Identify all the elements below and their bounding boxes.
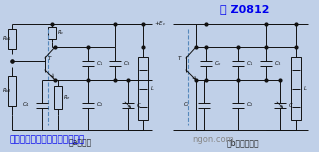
Text: $C_3$: $C_3$ <box>123 59 131 68</box>
Text: $L$: $L$ <box>150 85 155 93</box>
Bar <box>48 27 56 39</box>
Text: $C_o$: $C_o$ <box>214 59 222 68</box>
Text: $R_{b2}$: $R_{b2}$ <box>2 86 12 95</box>
Text: （b）交流通路: （b）交流通路 <box>227 138 259 147</box>
Bar <box>291 57 301 120</box>
Text: $L$: $L$ <box>303 85 308 93</box>
Text: $R_e$: $R_e$ <box>63 93 71 102</box>
Text: $T$: $T$ <box>47 54 53 62</box>
Text: （a）电路: （a）电路 <box>68 138 92 147</box>
Text: $C_i$: $C_i$ <box>183 101 190 109</box>
Text: $C_3$: $C_3$ <box>274 59 282 68</box>
Bar <box>138 57 148 120</box>
Text: $R_{b1}$: $R_{b1}$ <box>2 35 12 43</box>
Text: $C_2$: $C_2$ <box>96 101 104 109</box>
Text: 西勒（并联型电容三点式振荡器: 西勒（并联型电容三点式振荡器 <box>10 135 85 144</box>
Text: $C$: $C$ <box>136 101 142 109</box>
Bar <box>8 29 16 49</box>
Text: $C_4$: $C_4$ <box>22 101 30 109</box>
Text: 图 Z0812: 图 Z0812 <box>220 4 270 14</box>
Text: $C_1$: $C_1$ <box>246 59 254 68</box>
Text: $C_1$: $C_1$ <box>96 59 104 68</box>
Bar <box>8 76 16 106</box>
Text: ngon.com: ngon.com <box>192 135 234 144</box>
Text: $R_c$: $R_c$ <box>57 29 65 37</box>
Text: $+E_c$: $+E_c$ <box>154 20 166 28</box>
Text: $C$: $C$ <box>288 101 294 109</box>
Text: $C_2$: $C_2$ <box>246 101 254 109</box>
Bar <box>54 86 62 109</box>
Text: $T$: $T$ <box>177 54 183 62</box>
